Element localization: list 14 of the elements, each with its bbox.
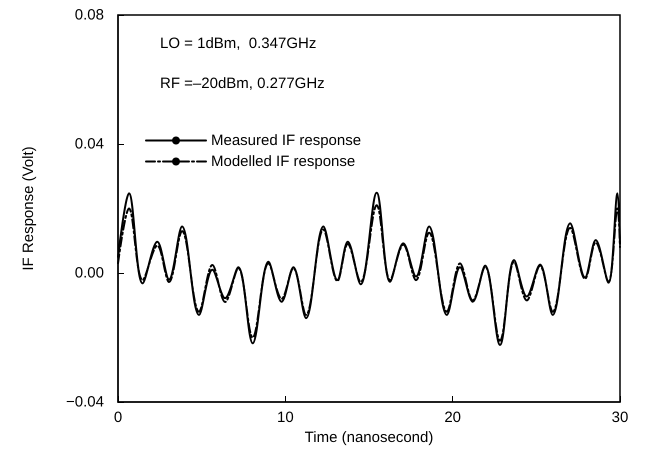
- y-tick-label: 0.00: [74, 264, 104, 282]
- y-tick-label: 0.04: [74, 136, 104, 152]
- y-tick-label: 0.08: [74, 6, 104, 24]
- x-tick-label: 10: [276, 409, 294, 426]
- legend-label: Measured IF response: [211, 132, 362, 149]
- x-tick-label: 0: [114, 409, 122, 426]
- annotation: RF =–20dBm, 0.277GHz: [160, 75, 325, 92]
- y-tick-label: −0.04: [66, 394, 104, 410]
- annotation: LO = 1dBm, 0.347GHz: [160, 35, 316, 52]
- x-tick-label: 20: [444, 409, 462, 426]
- y-axis-title: IF Response (Volt): [20, 146, 37, 271]
- x-axis-title: Time (nanosecond): [304, 428, 434, 446]
- x-tick-label: 30: [612, 409, 628, 426]
- legend-label: Modelled IF response: [211, 153, 356, 170]
